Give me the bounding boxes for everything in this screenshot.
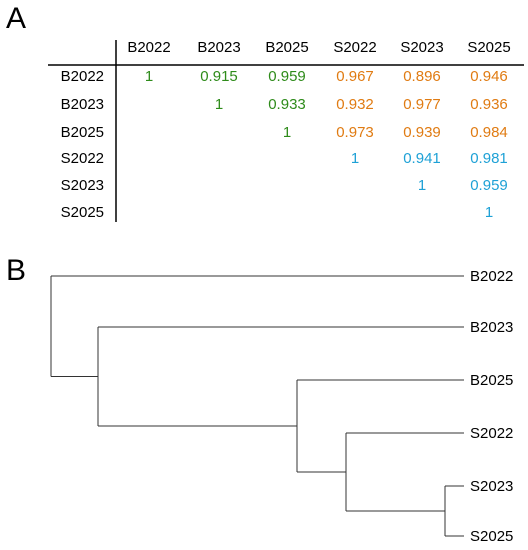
column-header: B2023	[197, 39, 240, 56]
matrix-cell-value: 0.933	[268, 96, 306, 113]
matrix-cell-value: 1	[283, 124, 291, 141]
matrix-cell-value: 0.981	[470, 150, 508, 167]
row-header: S2022	[61, 150, 104, 167]
column-header: S2022	[333, 39, 376, 56]
dendrogram-leaf-label: S2023	[470, 478, 513, 495]
matrix-cell-value: 0.967	[336, 68, 374, 85]
dendrogram: B2022 B2023 B2025 S2022 S2023 S2025	[50, 268, 513, 545]
matrix-cell-value: 1	[418, 177, 426, 194]
column-header: B2025	[265, 39, 308, 56]
column-header: S2023	[400, 39, 443, 56]
dendrogram-leaf-label: B2025	[470, 372, 513, 389]
matrix-cell-value: 0.946	[470, 68, 508, 85]
row-header: B2025	[61, 124, 104, 141]
matrix-cell-value: 0.936	[470, 96, 508, 113]
matrix-cell-value: 0.941	[403, 150, 441, 167]
panel-label-a: A	[6, 2, 27, 35]
matrix-cell-value: 0.915	[200, 68, 238, 85]
matrix-cell-value: 0.984	[470, 124, 508, 141]
matrix-cell-value: 0.939	[403, 124, 441, 141]
matrix-cell-value: 0.973	[336, 124, 374, 141]
panel-label-b: B	[6, 254, 27, 287]
matrix-cell-value: 1	[145, 68, 153, 85]
dendrogram-leaf-label: S2025	[470, 528, 513, 545]
matrix-cell-value: 1	[351, 150, 359, 167]
column-header: B2022	[127, 39, 170, 56]
matrix-cell-value: 0.896	[403, 68, 441, 85]
row-header: B2023	[61, 96, 104, 113]
matrix-cell-value: 0.977	[403, 96, 441, 113]
row-header: S2025	[61, 204, 104, 221]
similarity-matrix: B2022 B2022 B2023 B2023 B2025 B2025 S2022 S2022…	[48, 39, 524, 222]
matrix-cell-value: 1	[215, 96, 223, 113]
matrix-cell-value: 1	[485, 204, 493, 221]
dendrogram-leaf-label: S2022	[470, 425, 513, 442]
dendrogram-leaf-label: B2023	[470, 319, 513, 336]
matrix-cell-value: 0.932	[336, 96, 374, 113]
row-header: B2022	[61, 68, 104, 85]
column-header: S2025	[467, 39, 510, 56]
matrix-cell-value: 0.959	[470, 177, 508, 194]
dendrogram-leaf-label: B2022	[470, 268, 513, 285]
row-header: S2023	[61, 177, 104, 194]
matrix-cell-value: 0.959	[268, 68, 306, 85]
